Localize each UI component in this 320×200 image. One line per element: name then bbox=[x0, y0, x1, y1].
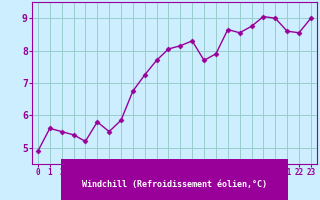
X-axis label: Windchill (Refroidissement éolien,°C): Windchill (Refroidissement éolien,°C) bbox=[82, 180, 267, 189]
